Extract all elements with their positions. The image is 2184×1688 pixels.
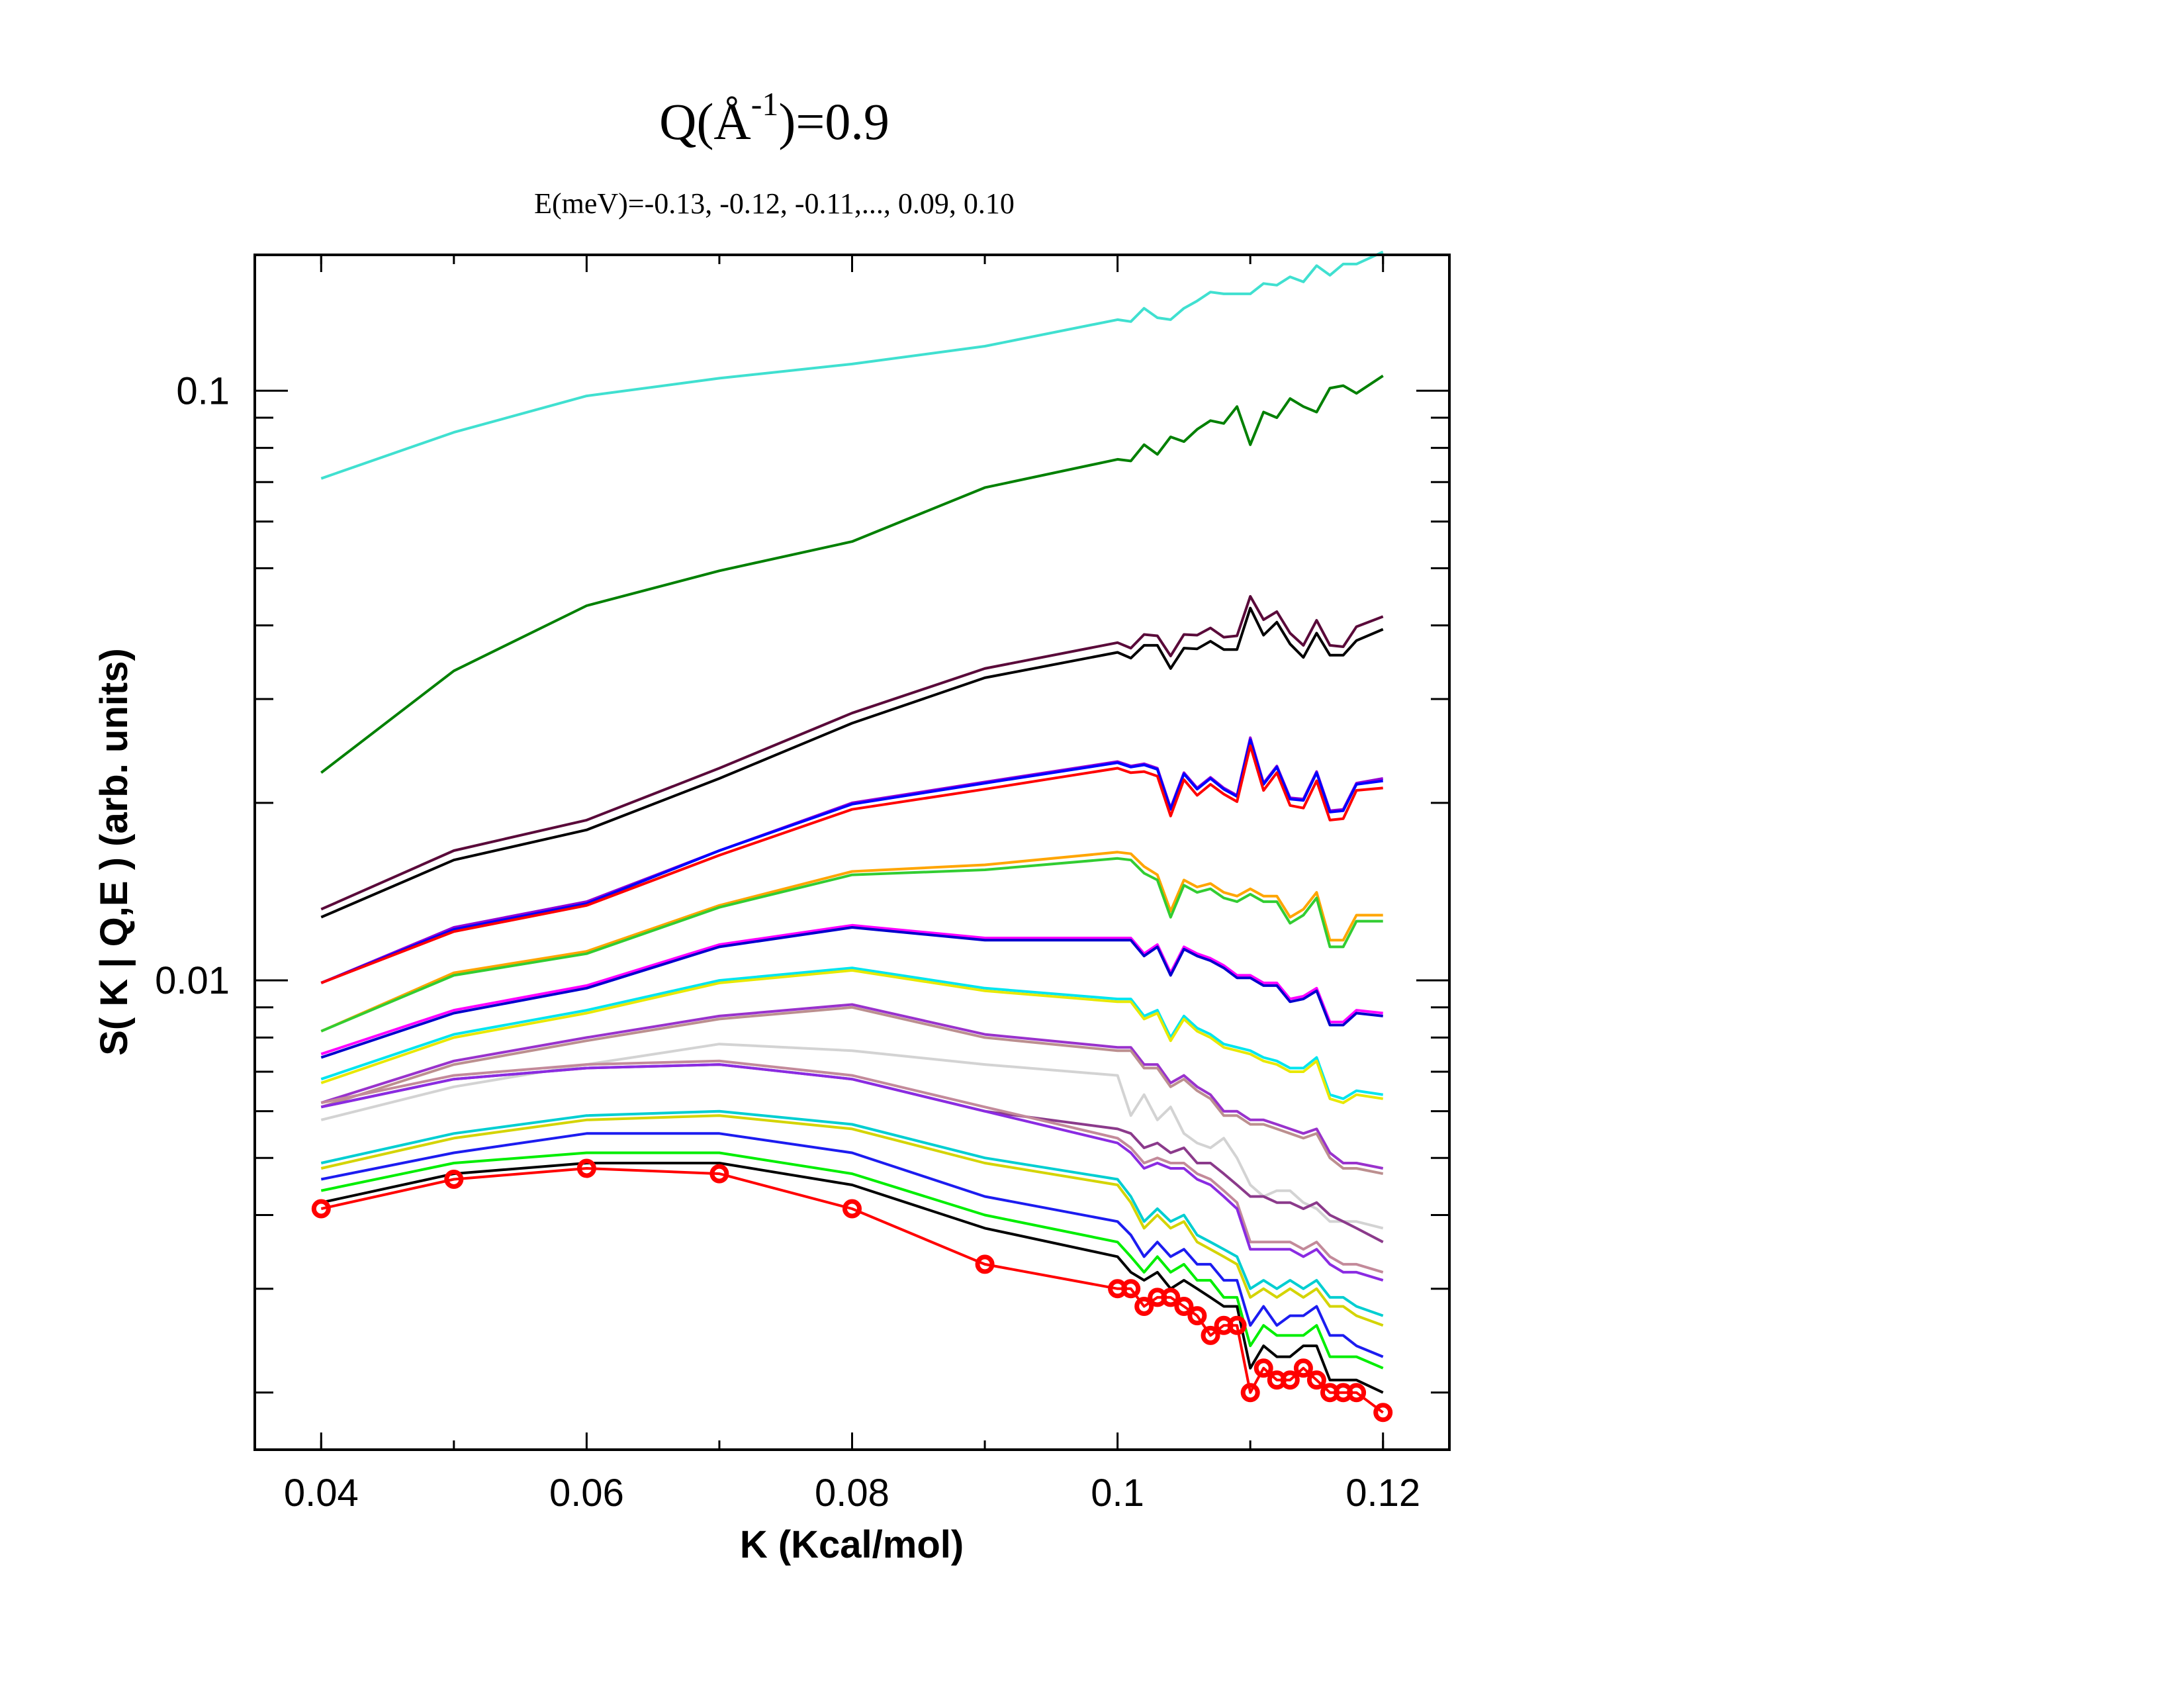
chart-title-suffix: )=0.9 — [778, 93, 889, 150]
series-line — [320, 1162, 1384, 1394]
data-point-marker — [1306, 1370, 1326, 1390]
series-2 — [320, 375, 1384, 774]
series-line — [320, 1132, 1384, 1358]
series-line — [320, 1063, 1384, 1282]
series-21 — [320, 1114, 1384, 1327]
y-tick-label: 0.1 — [176, 369, 230, 412]
series-6 — [320, 738, 1383, 984]
chart-subtitle: E(meV)=-0.13, -0.12, -0.11,..., 0.09, 0.… — [534, 187, 1015, 220]
data-point-marker — [1253, 1358, 1273, 1378]
series-7 — [320, 744, 1383, 984]
series-line — [320, 1167, 1384, 1414]
data-point-marker — [444, 1170, 464, 1189]
x-tick-label: 0.1 — [1091, 1472, 1144, 1515]
data-point-marker — [1227, 1315, 1247, 1335]
series-line — [320, 738, 1383, 984]
chart-title: Q(Å-1)=0.9 — [659, 85, 889, 150]
series-line — [320, 594, 1384, 911]
series-1 — [320, 250, 1384, 480]
series-20 — [320, 1109, 1384, 1317]
chart-title-prefix: Q(Å — [659, 93, 751, 150]
data-point-marker — [1187, 1306, 1207, 1326]
x-tick-label: 0.06 — [549, 1472, 624, 1515]
series-line — [320, 1109, 1384, 1317]
data-point-marker — [1174, 1297, 1194, 1316]
series-9 — [320, 857, 1383, 1033]
series-25 — [311, 1158, 1393, 1423]
plot-area — [253, 250, 1451, 1451]
series-line — [320, 968, 1384, 1104]
data-point-marker — [975, 1254, 995, 1274]
series-line — [320, 1059, 1384, 1274]
series-18 — [320, 1059, 1384, 1274]
series-line — [320, 923, 1383, 1056]
series-4 — [320, 606, 1384, 919]
chart-title-superscript: -1 — [751, 85, 779, 122]
series-line — [320, 1003, 1384, 1170]
data-point-marker — [1293, 1358, 1313, 1378]
plot-frame — [253, 254, 1451, 1451]
x-tick-label: 0.04 — [284, 1472, 359, 1515]
series-line — [320, 926, 1383, 1059]
series-line — [320, 1114, 1384, 1327]
series-line — [320, 1006, 1384, 1176]
series-13 — [320, 968, 1384, 1104]
series-line — [320, 1151, 1384, 1370]
data-point-marker — [1373, 1403, 1393, 1423]
x-axis-title: K (Kcal/mol) — [740, 1523, 964, 1566]
data-point-marker — [709, 1164, 729, 1184]
series-10 — [320, 923, 1383, 1056]
series-line — [320, 606, 1384, 919]
series-11 — [320, 926, 1383, 1059]
series-line — [320, 857, 1383, 1033]
series-24 — [320, 1162, 1384, 1394]
series-19 — [320, 1063, 1384, 1282]
data-point-marker — [576, 1158, 596, 1178]
series-8 — [320, 851, 1383, 1033]
data-series-group — [311, 250, 1393, 1423]
series-line — [320, 375, 1384, 774]
series-line — [320, 744, 1383, 984]
series-16 — [320, 1043, 1384, 1230]
series-line — [320, 1043, 1384, 1230]
x-tick-labels: 0.04 0.06 0.08 0.1 0.12 — [284, 1472, 1420, 1515]
series-23 — [320, 1151, 1384, 1370]
y-tick-labels: 0.01 0.1 — [155, 369, 230, 1002]
axis-ticks-group — [255, 255, 1449, 1450]
series-14 — [320, 1003, 1384, 1170]
data-point-marker — [1161, 1288, 1181, 1307]
data-point-marker — [1240, 1383, 1260, 1403]
series-12 — [320, 966, 1383, 1100]
data-point-marker — [1121, 1279, 1141, 1299]
data-point-marker — [1347, 1383, 1367, 1403]
series-line — [320, 851, 1383, 1033]
series-22 — [320, 1132, 1384, 1358]
series-line — [320, 966, 1383, 1100]
data-point-marker — [1201, 1325, 1220, 1345]
data-point-marker — [311, 1199, 331, 1219]
series-3 — [320, 594, 1384, 911]
x-tick-label: 0.12 — [1345, 1472, 1420, 1515]
data-point-marker — [1280, 1370, 1300, 1390]
series-line — [320, 250, 1384, 480]
data-point-marker — [1134, 1297, 1154, 1316]
y-tick-label: 0.01 — [155, 959, 230, 1002]
y-axis-title: S( K | Q,E ) (arb. units) — [93, 648, 136, 1056]
data-point-marker — [842, 1199, 862, 1219]
x-tick-label: 0.08 — [815, 1472, 889, 1515]
series-15 — [320, 1006, 1384, 1176]
